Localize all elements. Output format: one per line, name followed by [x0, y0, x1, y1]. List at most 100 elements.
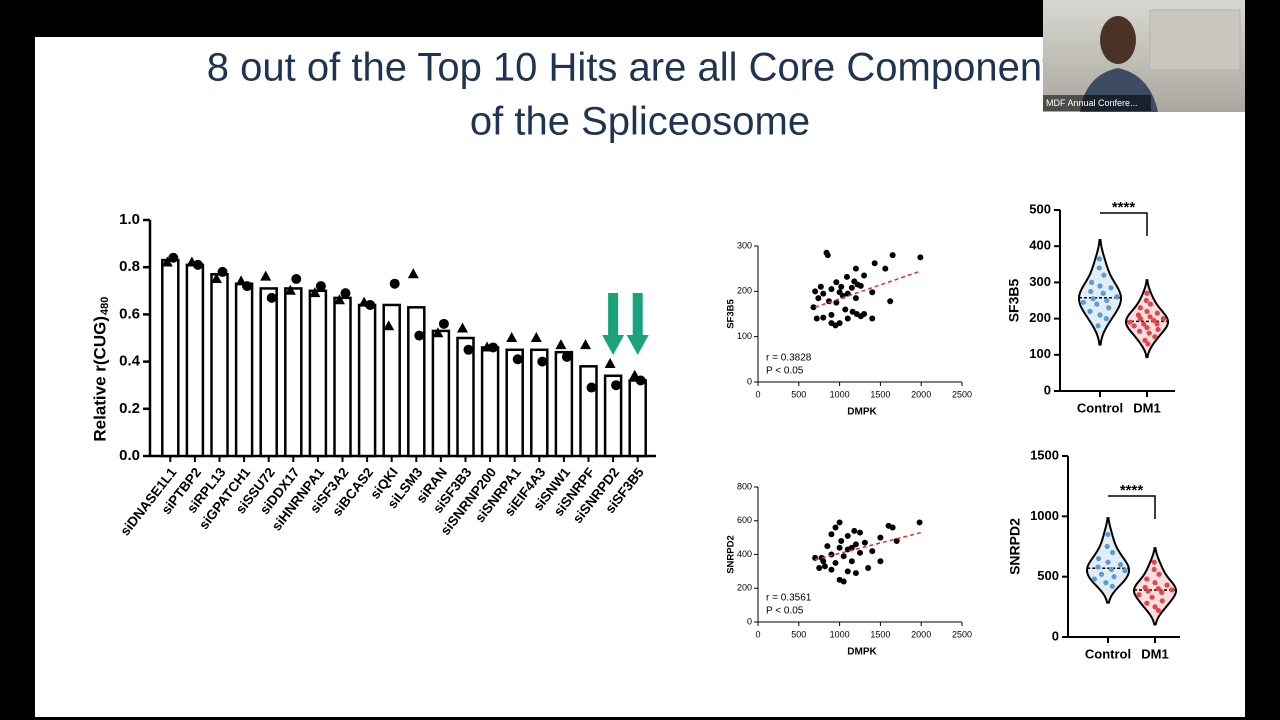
point — [820, 314, 827, 321]
point — [1147, 301, 1154, 307]
x-tick-label: DM1 — [1141, 646, 1168, 661]
replicate-circle — [389, 278, 400, 289]
y-tick-label: 0.6 — [119, 305, 140, 322]
replicate-circle — [414, 330, 425, 341]
significance-label: **** — [1112, 199, 1136, 216]
bar — [603, 374, 623, 458]
point — [1096, 265, 1102, 271]
point — [871, 260, 878, 267]
y-axis-title: Relative r(CUG)480 — [90, 297, 110, 442]
point — [825, 298, 832, 305]
bar — [431, 329, 451, 458]
point — [1108, 566, 1114, 573]
point — [1087, 308, 1093, 314]
y-tick-label: 1000 — [1030, 508, 1059, 523]
point — [865, 565, 872, 571]
point — [832, 322, 839, 329]
bar — [480, 346, 500, 458]
point — [1136, 328, 1143, 334]
point — [812, 554, 819, 561]
point — [836, 519, 843, 526]
bar — [234, 282, 254, 458]
point — [820, 558, 827, 565]
point — [857, 282, 864, 289]
replicate-triangle — [506, 332, 518, 342]
person-head — [1100, 16, 1136, 64]
point — [1095, 323, 1101, 329]
point — [1154, 321, 1160, 327]
point — [1160, 316, 1166, 322]
violin — [1125, 279, 1169, 359]
highlight-arrow — [602, 293, 625, 355]
y-tick-label: 0.4 — [119, 353, 141, 370]
y-tick-label: 1.0 — [119, 211, 140, 228]
point — [869, 315, 876, 322]
point — [828, 311, 835, 318]
point — [1096, 256, 1102, 262]
point — [817, 283, 824, 290]
point — [1152, 580, 1158, 586]
bar — [308, 289, 328, 458]
point — [1105, 531, 1111, 538]
bar — [161, 258, 180, 458]
point — [1152, 604, 1158, 610]
replicate-triangle — [555, 339, 567, 350]
annotation: r = 0.3561 — [766, 593, 812, 604]
x-tick-label: 1500 — [870, 629, 890, 639]
y-tick-label: 0 — [747, 616, 752, 626]
point — [1145, 588, 1151, 594]
replicate-triangle — [284, 284, 296, 295]
point — [844, 315, 851, 322]
replicate-triangle — [629, 369, 641, 380]
x-tick-label: Control — [1077, 400, 1123, 415]
point — [1094, 301, 1100, 307]
point — [1091, 576, 1098, 582]
y-tick-label: 0.2 — [119, 400, 140, 417]
y-tick-label: 500 — [1029, 201, 1051, 216]
point — [1111, 574, 1117, 580]
x-tick-label: 2500 — [952, 389, 972, 399]
point — [1108, 285, 1114, 291]
replicate-triangle — [235, 275, 247, 286]
point — [843, 273, 850, 280]
point — [1144, 308, 1150, 314]
bar — [357, 303, 377, 458]
point — [1144, 290, 1150, 296]
point — [838, 283, 845, 290]
y-tick-label: 1500 — [1030, 447, 1059, 462]
point — [842, 306, 849, 313]
point — [820, 290, 827, 297]
replicate-triangle — [161, 256, 173, 267]
point — [844, 532, 851, 539]
point — [1104, 543, 1110, 550]
violin — [1077, 239, 1123, 346]
bar — [407, 306, 426, 458]
replicate-triangle — [604, 357, 616, 368]
point — [833, 299, 840, 306]
replicate-circle — [315, 281, 326, 292]
x-tick-label: DM1 — [1133, 400, 1160, 415]
y-tick-label: 400 — [1029, 238, 1051, 253]
y-tick-label: 500 — [1037, 568, 1059, 583]
point — [1131, 323, 1137, 329]
point — [893, 538, 900, 544]
video-tile: MDF Annual Confere... — [1043, 0, 1245, 112]
trend-line — [814, 270, 922, 308]
y-tick-label: 200 — [737, 286, 752, 296]
point — [1103, 580, 1109, 586]
bar — [382, 303, 401, 458]
replicate-triangle — [407, 268, 419, 279]
point — [852, 265, 859, 272]
point — [1127, 319, 1133, 325]
point — [1088, 288, 1094, 295]
replicate-circle — [266, 292, 277, 303]
y-axis-title: SNRPD2 — [1007, 518, 1023, 575]
annotation: P < 0.05 — [766, 606, 804, 617]
slide-title: of the Spliceosome — [470, 100, 810, 144]
point — [1164, 582, 1170, 588]
point — [821, 563, 828, 570]
video-label: MDF Annual Confere... — [1046, 98, 1138, 108]
x-tick-label: 2000 — [911, 389, 931, 399]
x-tick-label: 2500 — [952, 629, 972, 639]
